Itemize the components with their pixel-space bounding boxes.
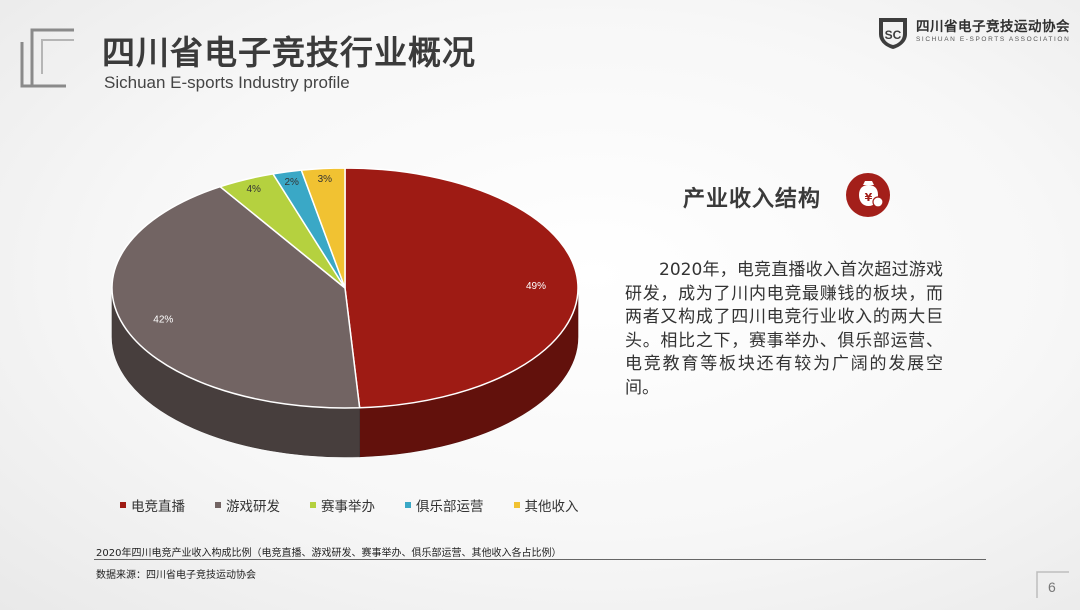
data-label-game-development: 42%	[153, 314, 173, 325]
legend-label: 电竞直播	[131, 499, 185, 515]
association-logo: SC 四川省电子竞技运动协会 SICHUAN E-SPORTS ASSOCIAT…	[876, 14, 1070, 50]
data-label-events: 4%	[246, 184, 261, 195]
page-number: 6	[1036, 571, 1070, 599]
legend-label: 其他收入	[524, 499, 579, 515]
data-label-live-streaming: 49%	[526, 281, 546, 292]
data-label-club-operations: 2%	[284, 177, 299, 188]
logo-name-cn: 四川省电子竞技运动协会	[916, 18, 1070, 35]
chart-caption: 2020年四川电竞产业收入构成比例（电竞直播、游戏研发、赛事举办、俱乐部运营、其…	[96, 548, 562, 559]
esports-association-shield-icon: SC	[879, 18, 907, 49]
legend-label: 赛事举办	[321, 499, 375, 515]
money-bag-yuan-icon: ¥	[846, 173, 890, 217]
legend-marker	[120, 502, 126, 508]
pie-slice-other-income	[300, 168, 346, 289]
svg-text:SC: SC	[885, 28, 902, 42]
legend-item-events: 赛事举办	[310, 495, 375, 515]
legend-label: 游戏研发	[226, 499, 280, 515]
svg-text:¥: ¥	[865, 191, 873, 204]
data-source: 数据来源：四川省电子竞技运动协会	[96, 570, 256, 581]
footer-divider	[94, 559, 986, 560]
legend-marker	[405, 502, 411, 508]
pie-slice-game-development	[111, 185, 361, 409]
corner-bracket-decoration	[20, 28, 74, 88]
data-label-other-income: 3%	[318, 174, 333, 185]
legend-item-other-income: 其他收入	[513, 495, 579, 515]
page-subtitle: Sichuan E-sports Industry profile	[104, 73, 350, 92]
page-title: 四川省电子竞技行业概况	[102, 33, 476, 72]
legend-item-live-streaming: 电竞直播	[120, 495, 185, 515]
section-title: 产业收入结构	[683, 187, 822, 212]
legend-item-game-development: 游戏研发	[215, 495, 280, 515]
legend-marker	[215, 502, 221, 508]
analysis-paragraph: 2020年，电竞直播收入首次超过游戏研发，成为了川内电竞最赚钱的板块，而两者又构…	[625, 260, 943, 398]
legend-marker	[310, 502, 316, 508]
logo-name-en: SICHUAN E-SPORTS ASSOCIATION	[916, 36, 1071, 43]
legend-label: 俱乐部运营	[416, 499, 484, 515]
revenue-pie-chart: 49% 42% 4% 2% 3%	[111, 168, 579, 458]
pie-slice-live-streaming	[344, 168, 579, 409]
chart-legend: 电竞直播 游戏研发 赛事举办 俱乐部运营 其他收入	[120, 495, 609, 515]
page-number-text: 6	[1048, 579, 1056, 595]
legend-item-club-operations: 俱乐部运营	[405, 495, 484, 515]
legend-marker	[513, 502, 520, 508]
